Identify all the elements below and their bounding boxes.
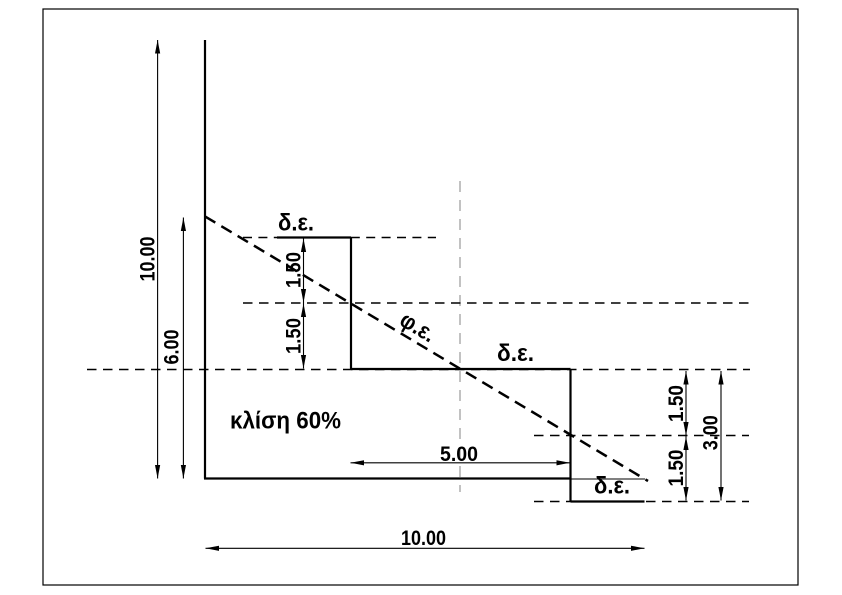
svg-text:3.00: 3.00 — [700, 415, 723, 450]
svg-text:1.50: 1.50 — [283, 252, 306, 288]
svg-text:1.50: 1.50 — [665, 450, 688, 487]
svg-text:δ.ε.: δ.ε. — [497, 340, 534, 367]
svg-text:δ.ε.: δ.ε. — [278, 210, 314, 237]
svg-text:5.00: 5.00 — [440, 443, 478, 466]
svg-text:10.00: 10.00 — [136, 237, 159, 282]
svg-text:1.50: 1.50 — [283, 318, 306, 354]
svg-text:δ.ε.: δ.ε. — [594, 473, 630, 500]
svg-text:6.00: 6.00 — [161, 330, 184, 365]
svg-text:κλίση 60%: κλίση 60% — [230, 408, 341, 435]
svg-text:10.00: 10.00 — [401, 527, 446, 550]
svg-text:1.50: 1.50 — [665, 385, 688, 422]
